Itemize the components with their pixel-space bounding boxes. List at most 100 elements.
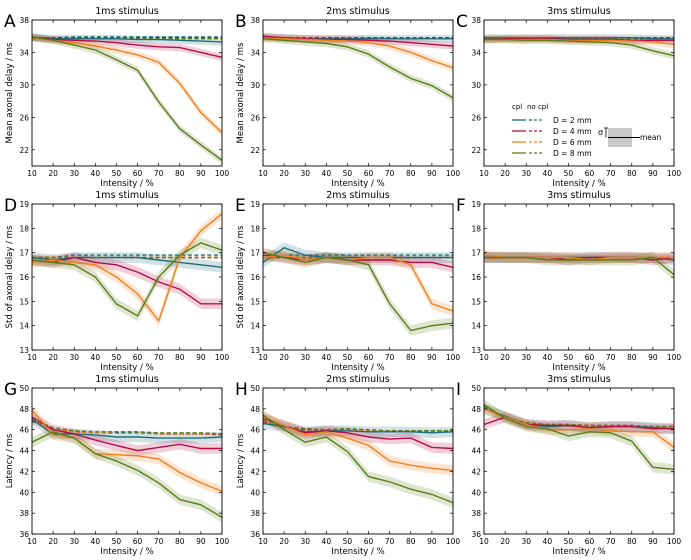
- panel-letter-e: E: [235, 196, 246, 216]
- series-g-d6-nocpl: [32, 419, 222, 435]
- series-a-d8-cpl: [32, 36, 222, 161]
- x-tick-label-d-70: 70: [154, 353, 164, 362]
- x-tick-label-g-30: 30: [69, 537, 79, 546]
- y-tick-label-g-42: 42: [19, 467, 29, 476]
- panel-f: 10 20 30 40 50 60 70 80 90 100 13 14 15 16 17 18 19 3ms s…: [456, 190, 681, 373]
- y-tick-label-d-19: 19: [19, 200, 29, 209]
- ylabel-h: Latency / ms: [236, 433, 246, 488]
- x-tick-label-b-10: 10: [258, 169, 268, 178]
- x-tick-label-c-70: 70: [606, 169, 616, 178]
- panel-letter-a: A: [4, 12, 16, 32]
- axes-frame-g: [31, 387, 223, 535]
- axes-frame-d: [31, 203, 223, 351]
- y-tick-label-d-16: 16: [19, 273, 29, 282]
- x-tick-label-f-100: 100: [667, 353, 682, 362]
- legend-mean-label: mean: [640, 133, 662, 142]
- x-tick-label-a-20: 20: [48, 169, 58, 178]
- band-a-d6: [32, 34, 222, 137]
- axes-frame-c: [483, 19, 675, 167]
- x-tick-label-f-90: 90: [648, 353, 658, 362]
- legend-header-cpl: cpl: [512, 103, 522, 111]
- y-tick-label-g-38: 38: [19, 509, 29, 518]
- plot-area-i: [484, 399, 674, 475]
- panel-letter-i: I: [456, 380, 461, 400]
- x-tick-label-a-40: 40: [91, 169, 101, 178]
- band-d-d6: [32, 208, 222, 327]
- y-tick-label-f-13: 13: [471, 346, 481, 355]
- series-b-d4-cpl: [263, 35, 453, 47]
- band-b-d8: [263, 35, 453, 102]
- y-tick-label-e-16: 16: [250, 273, 260, 282]
- y-tick-label-i-42: 42: [471, 467, 481, 476]
- title-f: 3ms stimulus: [547, 190, 611, 201]
- series-h-d4-cpl: [263, 417, 453, 450]
- title-h: 2ms stimulus: [326, 374, 390, 385]
- title-g: 1ms stimulus: [95, 374, 159, 385]
- x-tick-label-g-80: 80: [175, 537, 185, 546]
- series-d-d4-cpl: [32, 256, 222, 305]
- band-g-d8: [32, 426, 222, 523]
- y-tick-label-f-18: 18: [471, 224, 481, 233]
- y-tick-label-a-34: 34: [19, 48, 29, 57]
- legend-entry-d2: D = 2 mm: [553, 116, 592, 125]
- panel-h: 10 20 30 40 50 60 70 80 90 100 36 38 40 42 44 46 48 50 2ms…: [235, 374, 460, 557]
- panel-a: 10 20 30 40 50 60 70 80 90 100 22 26 30 34 38 1ms stimu…: [4, 6, 229, 189]
- y-tick-label-c-22: 22: [471, 146, 481, 155]
- x-tick-label-f-70: 70: [606, 353, 616, 362]
- y-tick-label-h-40: 40: [250, 488, 260, 497]
- y-tick-label-h-38: 38: [250, 509, 260, 518]
- series-d-d6-cpl: [32, 213, 222, 323]
- axes-frame-i: [483, 387, 675, 535]
- x-tick-label-d-100: 100: [215, 353, 230, 362]
- series-g-d4-cpl: [32, 416, 222, 452]
- x-tick-label-c-20: 20: [500, 169, 510, 178]
- title-b: 2ms stimulus: [326, 6, 390, 17]
- plot-area-d: [32, 208, 222, 327]
- xlabel-c: Intensity / %: [552, 179, 605, 189]
- axes-frame-a: [31, 19, 223, 167]
- series-g-d6-cpl: [32, 409, 222, 492]
- y-tick-label-b-34: 34: [250, 48, 260, 57]
- title-i: 3ms stimulus: [547, 374, 611, 385]
- y-tick-label-f-16: 16: [471, 273, 481, 282]
- title-d: 1ms stimulus: [95, 190, 159, 201]
- y-tick-label-e-14: 14: [250, 322, 260, 331]
- legend-entry-d6: D = 6 mm: [553, 138, 592, 147]
- ylabel-g: Latency / ms: [5, 433, 15, 488]
- y-tick-label-h-44: 44: [250, 447, 260, 456]
- panel-c: 10 20 30 40 50 60 70 80 90 100 22 26 30 34 38 3ms stimu…: [456, 6, 681, 189]
- panel-letter-b: B: [235, 12, 247, 32]
- x-tick-label-b-100: 100: [446, 169, 461, 178]
- x-tick-label-i-90: 90: [648, 537, 658, 546]
- x-tick-label-h-20: 20: [279, 537, 289, 546]
- x-tick-label-f-60: 60: [585, 353, 595, 362]
- band-i-d6: [484, 403, 674, 453]
- x-tick-label-c-10: 10: [479, 169, 489, 178]
- x-tick-label-d-20: 20: [48, 353, 58, 362]
- panel-i: 10 20 30 40 50 60 70 80 90 100 36 38 40 42 44 46 48 50 3ms…: [456, 374, 681, 557]
- x-tick-label-e-40: 40: [322, 353, 332, 362]
- panel-letter-f: F: [456, 196, 466, 216]
- panel-d: 10 20 30 40 50 60 70 80 90 100 13 14 15 16 17 18 19 1ms s…: [4, 190, 229, 373]
- series-h-d6-cpl: [263, 416, 453, 472]
- ylabel-b: Mean axonal delay / ms: [236, 42, 246, 143]
- ylabel-d: Std of axonal delay / ms: [5, 225, 15, 328]
- y-tick-label-f-15: 15: [471, 297, 481, 306]
- x-tick-label-e-10: 10: [258, 353, 268, 362]
- series-e-d6-cpl: [263, 254, 453, 312]
- band-e-d8: [263, 247, 453, 336]
- band-h-d6: [263, 412, 453, 476]
- y-tick-label-d-17: 17: [19, 249, 29, 258]
- band-h-d2: [263, 418, 453, 439]
- series-a-d2-nocpl: [32, 36, 222, 39]
- y-tick-label-d-18: 18: [19, 224, 29, 233]
- xlabel-a: Intensity / %: [100, 179, 153, 189]
- title-c: 3ms stimulus: [547, 6, 611, 17]
- y-tick-label-b-38: 38: [250, 16, 260, 25]
- x-tick-label-c-50: 50: [564, 169, 574, 178]
- band-e-d6: [263, 249, 453, 317]
- series-d-d2-nocpl: [32, 254, 222, 259]
- x-tick-label-g-100: 100: [215, 537, 230, 546]
- x-tick-label-h-40: 40: [322, 537, 332, 546]
- x-tick-label-g-60: 60: [133, 537, 143, 546]
